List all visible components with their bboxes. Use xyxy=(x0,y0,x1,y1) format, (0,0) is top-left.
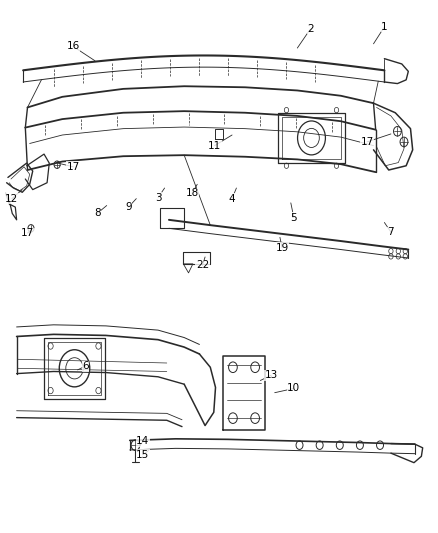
Text: 6: 6 xyxy=(82,361,89,371)
Text: 17: 17 xyxy=(360,137,374,147)
Text: 10: 10 xyxy=(287,383,300,393)
Text: 17: 17 xyxy=(21,228,34,238)
Text: 12: 12 xyxy=(5,193,18,204)
Text: 13: 13 xyxy=(265,370,278,380)
Text: 2: 2 xyxy=(307,24,314,34)
Text: 7: 7 xyxy=(388,227,394,237)
Text: 1: 1 xyxy=(381,22,388,32)
Text: 4: 4 xyxy=(229,193,235,204)
Text: 15: 15 xyxy=(136,450,149,460)
Text: 19: 19 xyxy=(276,243,289,253)
Text: 16: 16 xyxy=(67,42,80,52)
Text: 5: 5 xyxy=(290,213,297,223)
Text: 11: 11 xyxy=(208,141,221,151)
Text: 18: 18 xyxy=(185,188,199,198)
Text: 8: 8 xyxy=(94,208,100,219)
Text: 9: 9 xyxy=(125,202,132,212)
Text: 17: 17 xyxy=(67,162,80,172)
Text: 22: 22 xyxy=(196,261,209,270)
Text: 14: 14 xyxy=(136,437,149,447)
Text: 3: 3 xyxy=(155,192,161,203)
